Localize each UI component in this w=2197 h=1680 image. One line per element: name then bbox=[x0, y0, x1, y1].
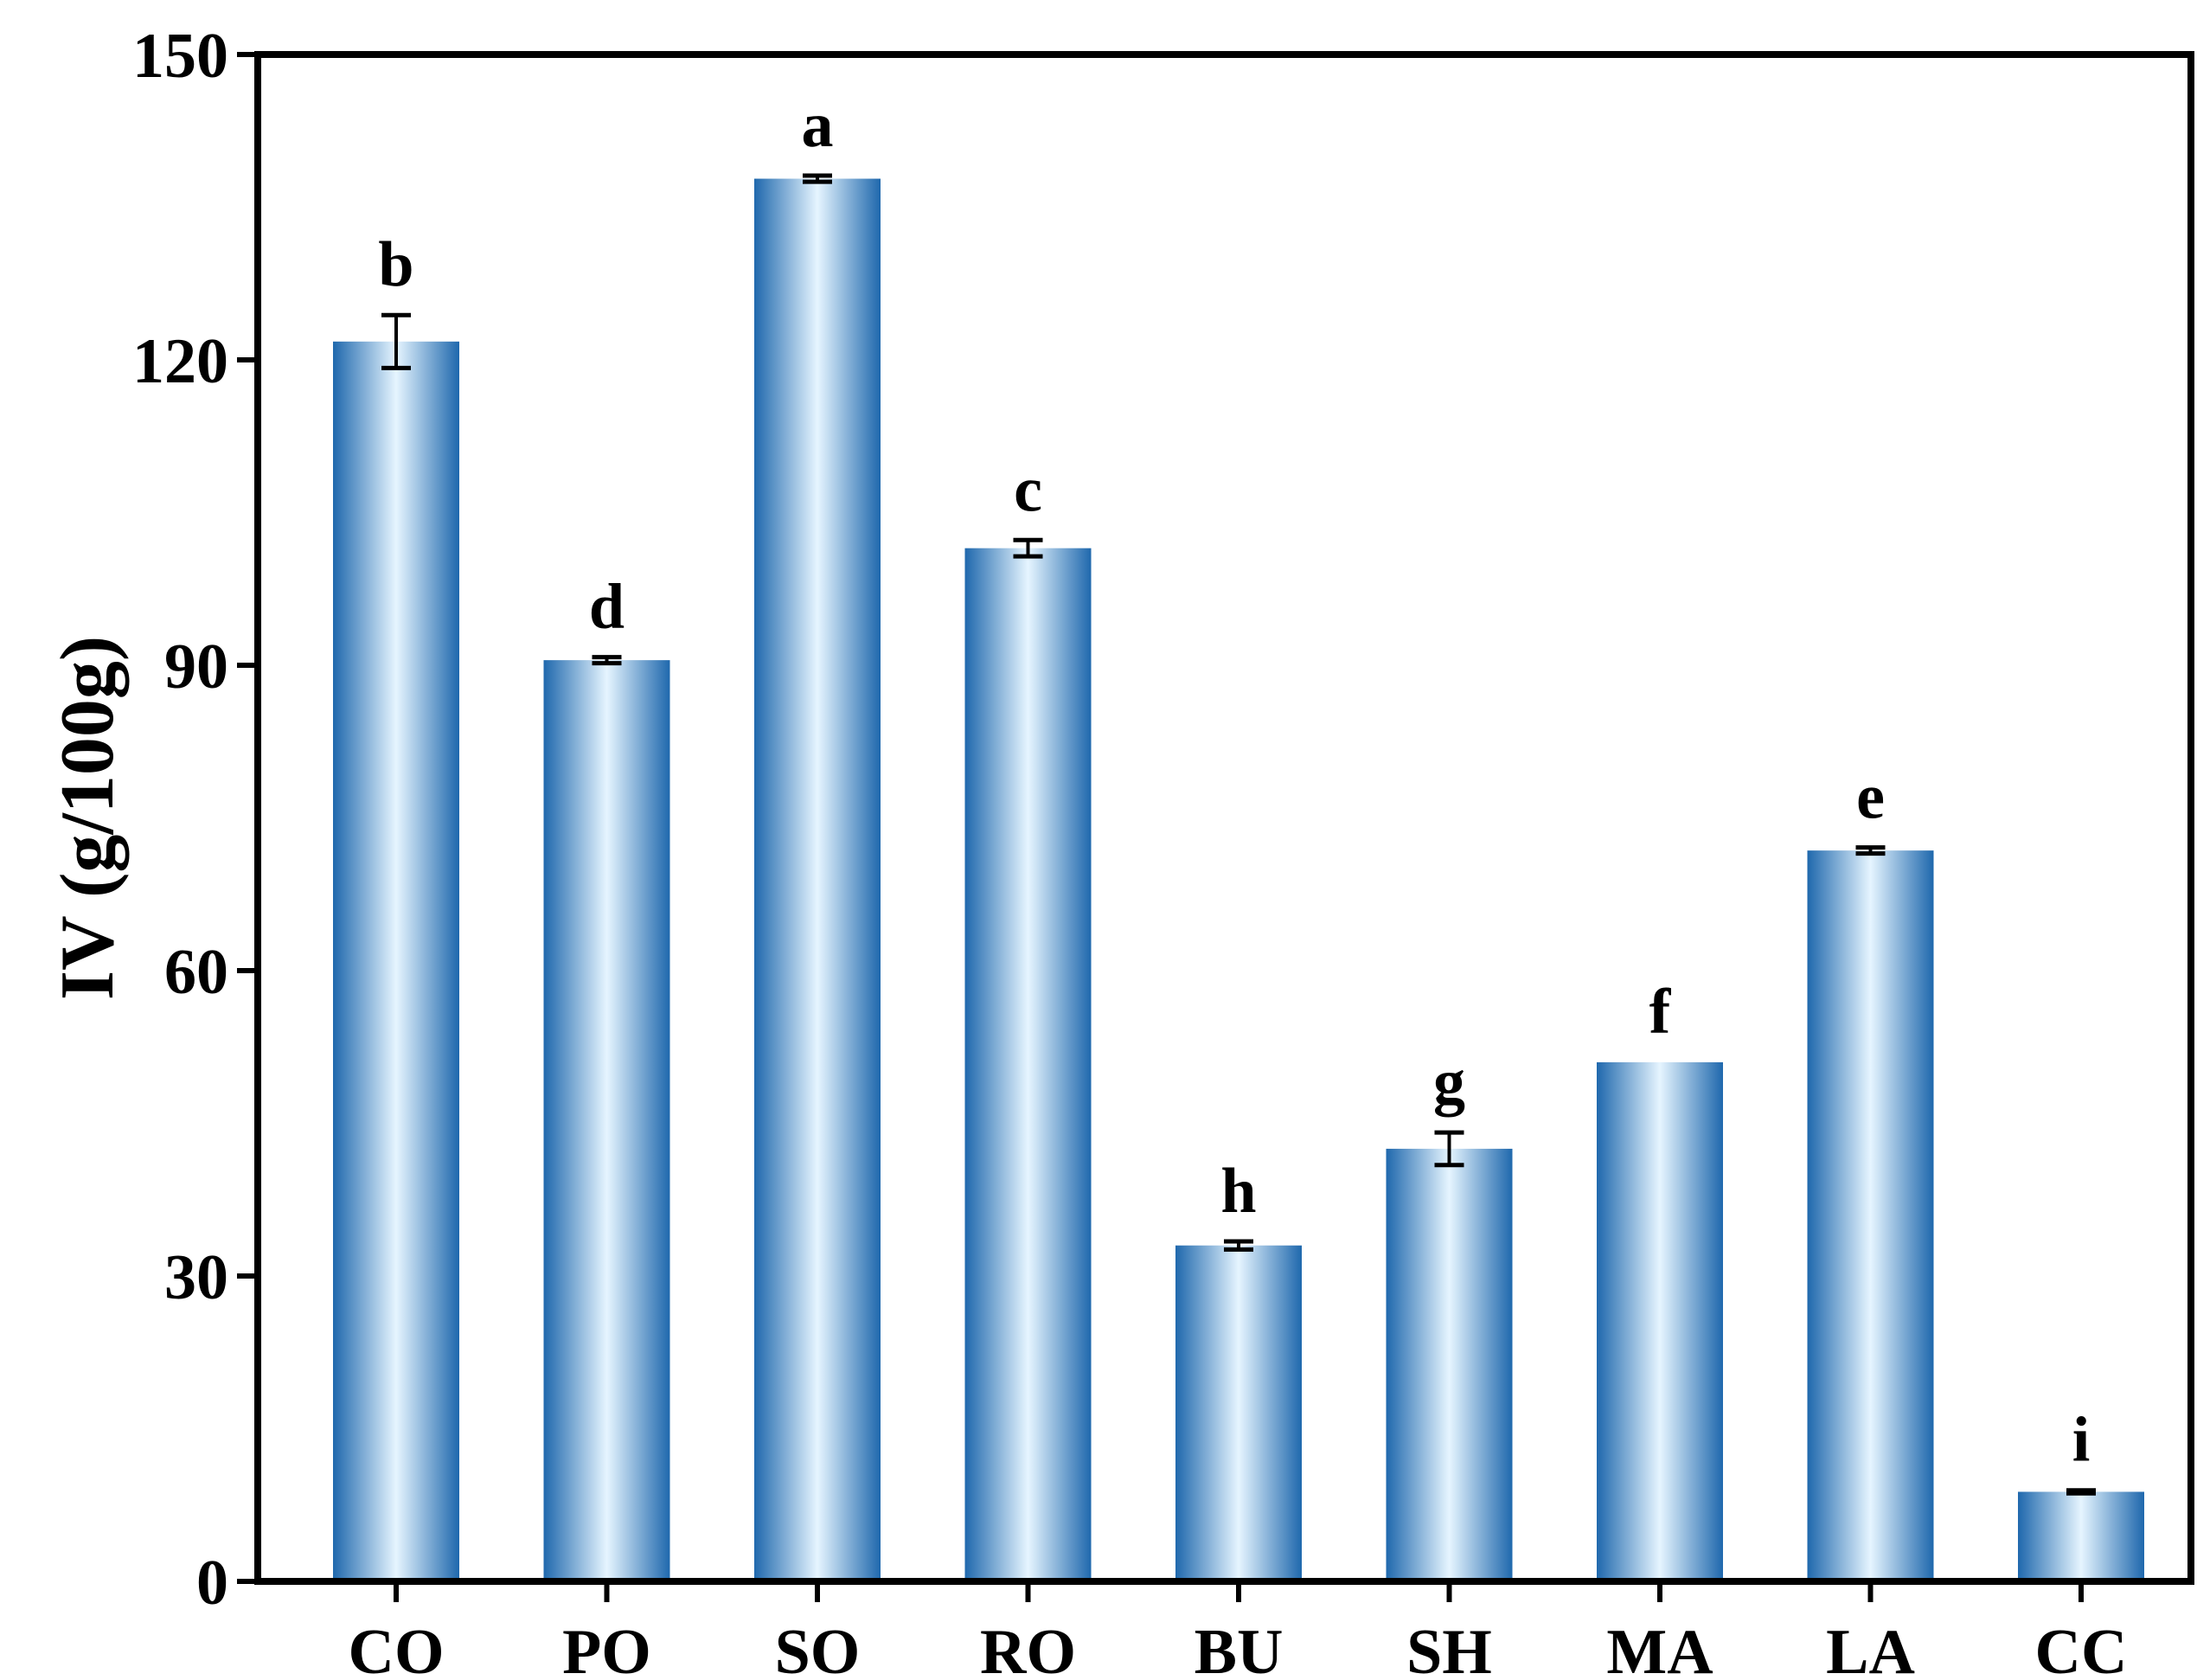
y-axis-ticks: 0 30 60 90 120 150 bbox=[132, 21, 258, 1619]
significance-label: c bbox=[1014, 454, 1042, 525]
bar-po bbox=[543, 660, 670, 1581]
x-tick-label: CC bbox=[2035, 1617, 2128, 1680]
y-tick-label: 120 bbox=[132, 326, 228, 397]
error-bars-layer bbox=[381, 173, 2096, 1496]
y-tick-label: 0 bbox=[196, 1548, 228, 1619]
significance-label: a bbox=[802, 90, 834, 161]
bar-la bbox=[1807, 850, 1934, 1581]
x-tick-label: RO bbox=[980, 1617, 1076, 1680]
error-bar-co bbox=[381, 312, 411, 370]
x-tick-label: MA bbox=[1606, 1617, 1713, 1680]
x-tick-label: SH bbox=[1406, 1617, 1492, 1680]
bar-co bbox=[333, 341, 459, 1581]
bar-so bbox=[754, 178, 881, 1581]
x-tick-label: CO bbox=[349, 1617, 445, 1680]
bar-cc bbox=[2018, 1491, 2144, 1581]
error-bar-po bbox=[592, 655, 622, 666]
x-tick-label: PO bbox=[562, 1617, 651, 1680]
error-bar-so bbox=[803, 173, 832, 184]
significance-label: f bbox=[1649, 977, 1672, 1048]
y-tick-label: 90 bbox=[164, 632, 228, 702]
y-axis-title: IV (g/100g) bbox=[46, 636, 130, 1000]
error-bar-la bbox=[1855, 845, 1886, 856]
x-axis-ticks: CO PO SO RO BU SH MA LA CC bbox=[349, 1581, 2128, 1680]
significance-label: d bbox=[589, 572, 625, 643]
significance-label: e bbox=[1856, 762, 1885, 833]
x-tick-label: LA bbox=[1826, 1617, 1915, 1680]
bar-sh bbox=[1386, 1148, 1513, 1581]
y-tick-label: 150 bbox=[132, 21, 228, 92]
significance-label: b bbox=[378, 229, 413, 300]
error-bar-bu bbox=[1224, 1239, 1253, 1252]
bar-ro bbox=[964, 548, 1092, 1581]
significance-label: g bbox=[1433, 1047, 1465, 1118]
significance-label: h bbox=[1220, 1156, 1256, 1227]
x-tick-label: BU bbox=[1195, 1617, 1284, 1680]
bar-bu bbox=[1175, 1245, 1302, 1581]
error-bar-ro bbox=[1013, 537, 1043, 559]
error-bar-sh bbox=[1434, 1130, 1464, 1168]
y-tick-label: 60 bbox=[164, 937, 228, 1008]
y-tick-label: 30 bbox=[164, 1242, 228, 1313]
x-tick-label: SO bbox=[775, 1617, 861, 1680]
significance-label: i bbox=[2072, 1405, 2091, 1476]
error-bar-cc bbox=[2066, 1488, 2096, 1496]
bars-layer bbox=[333, 178, 2144, 1581]
significance-labels-layer: b d a c h g f e i bbox=[378, 90, 2090, 1476]
bar-ma bbox=[1597, 1061, 1723, 1581]
plot-frame bbox=[254, 51, 2194, 1585]
